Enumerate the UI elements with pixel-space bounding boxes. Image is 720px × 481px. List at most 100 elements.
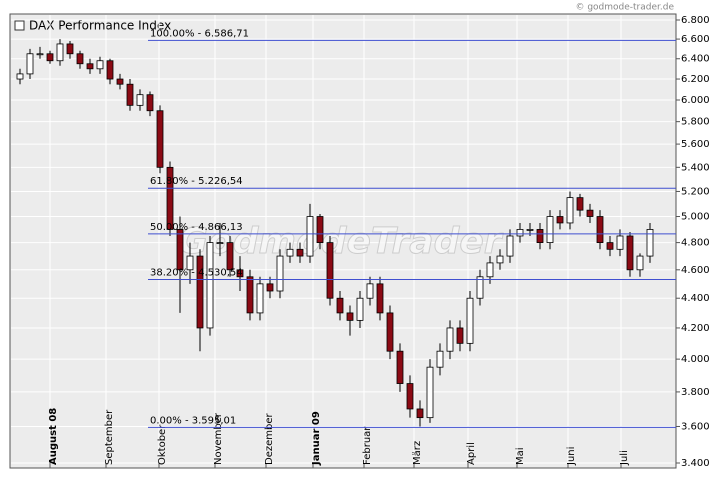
- y-tick-label: 6.400: [681, 54, 710, 65]
- candle-body: [606, 242, 614, 250]
- candle-body: [586, 209, 594, 217]
- candle-body: [266, 283, 274, 292]
- candle-body: [536, 229, 544, 244]
- candle-body: [596, 216, 604, 244]
- source: © godmode-trader.de: [575, 3, 674, 13]
- y-tick-label: 5.400: [681, 162, 710, 173]
- candle-body: [306, 216, 314, 257]
- level-label: 50.00% - 4.866,13: [150, 222, 243, 233]
- x-tick-label: April: [466, 442, 477, 465]
- candle-body: [496, 255, 504, 264]
- y-tick-label: 4.000: [681, 354, 710, 365]
- candle-body: [316, 216, 324, 244]
- candle-body: [286, 248, 294, 257]
- candle-body: [186, 255, 194, 271]
- y-tick-label: 5.600: [681, 139, 710, 150]
- candle-body: [326, 242, 334, 299]
- candle-body: [36, 53, 44, 56]
- chart-title: DAX Performance Index: [29, 19, 171, 33]
- x-tick-label: November: [213, 412, 224, 465]
- candle-body: [346, 312, 354, 321]
- candle-body: [486, 262, 494, 278]
- candle-body: [426, 366, 434, 419]
- candle-body: [566, 197, 574, 224]
- x-tick-label: März: [412, 441, 423, 465]
- candle-body: [176, 229, 184, 271]
- y-tick-label: 4.200: [681, 323, 710, 334]
- candle-body: [476, 276, 484, 299]
- candle-body: [246, 276, 254, 314]
- candle-body: [636, 255, 644, 271]
- y-tick-label: 6.600: [681, 34, 710, 45]
- legend-box: [14, 20, 25, 31]
- candle-body: [396, 350, 404, 384]
- candle-body: [26, 53, 34, 75]
- y-tick-label: 5.800: [681, 117, 710, 128]
- level-label: 0.00% - 3.595,01: [150, 415, 236, 426]
- y-tick-label: 4.800: [681, 238, 710, 249]
- candle-body: [506, 235, 514, 257]
- candle-body: [336, 297, 344, 314]
- candle-body: [556, 216, 564, 224]
- candle-body: [416, 408, 424, 419]
- candle-body: [376, 283, 384, 314]
- candle-body: [206, 242, 214, 329]
- candle-body: [406, 383, 414, 410]
- candle-body: [46, 53, 54, 62]
- candle-body: [526, 229, 534, 231]
- candle-body: [106, 60, 114, 80]
- candle-body: [116, 78, 124, 85]
- watermark: GodmodeTrader: [178, 221, 503, 262]
- y-tick-label: 4.400: [681, 293, 710, 304]
- x-tick-label: September: [104, 409, 115, 465]
- candle-body: [156, 110, 164, 168]
- y-tick-label: 5.000: [681, 212, 710, 223]
- candle-body: [576, 197, 584, 211]
- y-tick-label: 3.400: [681, 458, 710, 469]
- candle-body: [136, 94, 144, 106]
- candle-body: [616, 235, 624, 250]
- candle-body: [646, 229, 654, 257]
- level-label: 38.20% - 4.530,54: [150, 268, 243, 279]
- y-tick-label: 6.200: [681, 74, 710, 85]
- x-tick-label: Januar 09: [311, 411, 322, 466]
- candle-body: [456, 327, 464, 344]
- y-tick-label: 4.600: [681, 265, 710, 276]
- y-tick-label: 6.800: [681, 15, 710, 26]
- candle-body: [166, 166, 174, 230]
- x-tick-label: Dezember: [264, 413, 275, 465]
- candle-body: [546, 216, 554, 244]
- y-tick-label: 3.600: [681, 421, 710, 432]
- candle-body: [436, 350, 444, 368]
- level-label: 100.00% - 6.586,71: [150, 28, 249, 39]
- candle-body: [76, 53, 84, 65]
- x-tick-label: August 08: [48, 408, 59, 465]
- candle-body: [446, 327, 454, 352]
- candle-body: [196, 255, 204, 329]
- y-tick-label: 6.000: [681, 95, 710, 106]
- candle-body: [236, 269, 244, 278]
- level-label: 61.80% - 5.226,54: [150, 176, 243, 187]
- x-tick-label: Oktober: [157, 424, 168, 465]
- candle-body: [516, 229, 524, 237]
- candle-body: [86, 63, 94, 70]
- candle-body: [276, 255, 284, 292]
- candle-body: [256, 283, 264, 314]
- y-tick-label: 5.200: [681, 186, 710, 197]
- candle-body: [226, 242, 234, 271]
- candle-body: [366, 283, 374, 299]
- candle-body: [16, 73, 24, 80]
- candle-body: [626, 235, 634, 271]
- x-tick-label: Juni: [566, 447, 577, 466]
- y-tick-label: 3.800: [681, 387, 710, 398]
- candle-body: [96, 60, 104, 70]
- x-tick-label: Juli: [619, 450, 630, 466]
- candle-body: [56, 43, 64, 62]
- candle-body: [146, 94, 154, 112]
- candle-body: [66, 43, 74, 55]
- candle-body: [216, 242, 224, 245]
- x-tick-label: Februar: [362, 426, 373, 465]
- candle-body: [296, 248, 304, 257]
- candle-body: [356, 297, 364, 321]
